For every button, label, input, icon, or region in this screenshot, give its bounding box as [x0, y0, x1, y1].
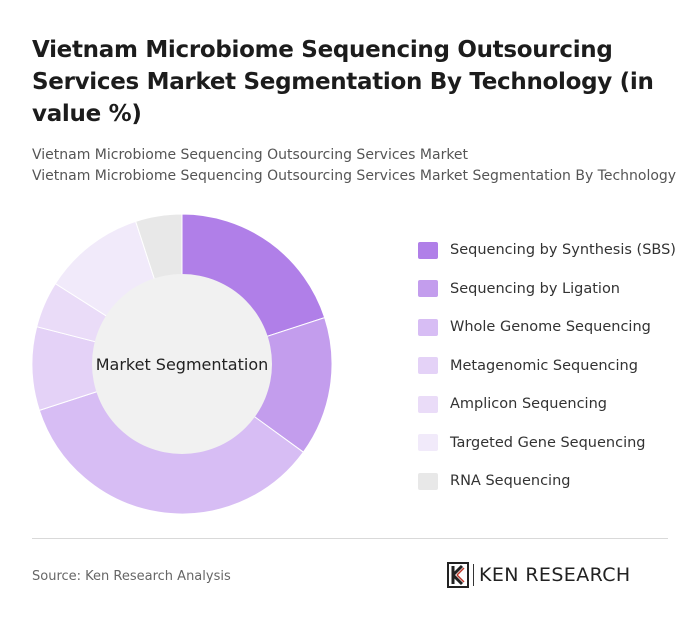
ken-research-logo: KEN RESEARCH: [447, 562, 631, 588]
legend-label: Targeted Gene Sequencing: [450, 434, 646, 451]
legend-swatch: [418, 241, 438, 259]
legend-swatch: [418, 280, 438, 297]
logo-text: KEN RESEARCH: [479, 564, 631, 586]
legend-item: Sequencing by Synthesis (SBS): [418, 240, 676, 260]
legend-swatch: [418, 472, 438, 490]
chart-title: Vietnam Microbiome Sequencing Outsourcin…: [32, 37, 654, 127]
legend-swatch: [418, 395, 438, 413]
source-note: Source: Ken Research Analysis: [32, 569, 231, 584]
logo-separator: [473, 564, 474, 586]
legend-item: Amplicon Sequencing: [418, 394, 676, 414]
legend-item: Sequencing by Ligation: [418, 279, 676, 299]
center-label: Market Segmentation: [96, 355, 269, 374]
legend-item: RNA Sequencing: [418, 471, 676, 491]
divider: [32, 538, 668, 539]
legend-item: Targeted Gene Sequencing: [418, 433, 676, 453]
chart-subtitle-2: Vietnam Microbiome Sequencing Outsourcin…: [32, 168, 677, 184]
legend-label: Metagenomic Sequencing: [450, 357, 638, 374]
donut-chart: Market Segmentation: [31, 213, 333, 515]
legend-item: Metagenomic Sequencing: [418, 356, 676, 376]
ken-logo-icon: [447, 562, 469, 588]
legend-label: Sequencing by Synthesis (SBS): [450, 242, 676, 258]
legend-swatch: [418, 434, 438, 451]
legend-label: Sequencing by Ligation: [450, 280, 620, 297]
legend-swatch: [418, 318, 438, 336]
legend-label: Whole Genome Sequencing: [450, 319, 651, 335]
legend-label: Amplicon Sequencing: [450, 396, 607, 412]
legend-label: RNA Sequencing: [450, 473, 571, 489]
legend: Sequencing by Synthesis (SBS) Sequencing …: [418, 240, 676, 510]
legend-item: Whole Genome Sequencing: [418, 317, 676, 337]
donut-hole: [92, 274, 272, 454]
chart-subtitle-1: Vietnam Microbiome Sequencing Outsourcin…: [32, 147, 469, 163]
legend-swatch: [418, 357, 438, 374]
